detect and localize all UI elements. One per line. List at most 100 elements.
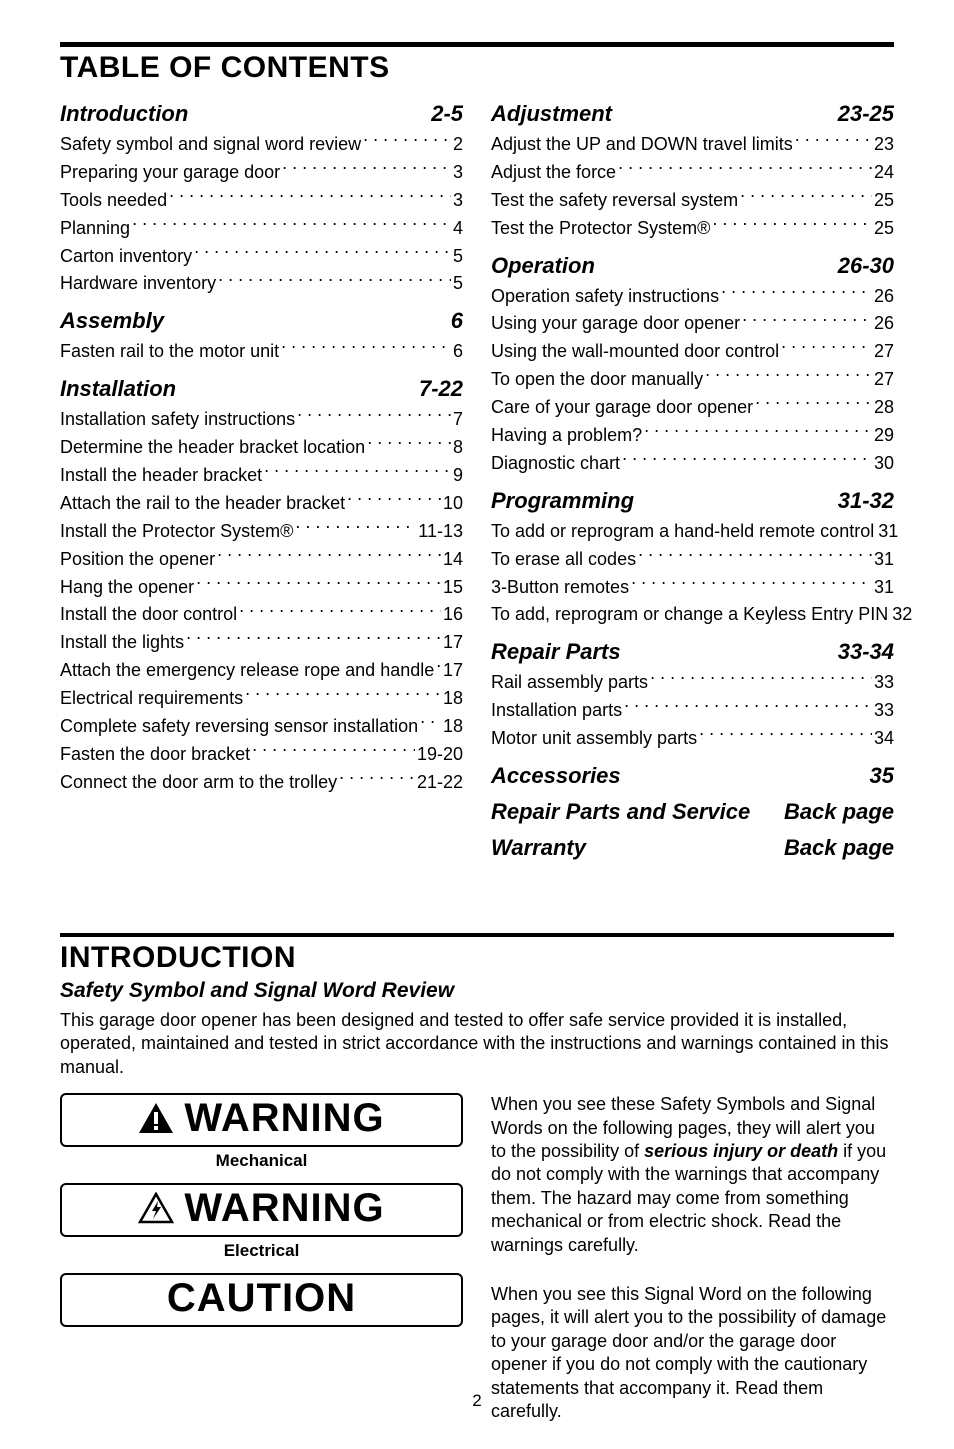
toc-item-page: 2 (453, 131, 463, 159)
toc-section-head: Assembly6 (60, 308, 463, 334)
toc-item-page: 27 (874, 366, 894, 394)
toc-dots (367, 435, 451, 453)
toc-dots (624, 698, 872, 716)
toc-row: Complete safety reversing sensor install… (60, 713, 463, 741)
toc-item-page: 31 (878, 518, 898, 546)
toc-item-label: Attach the rail to the header bracket (60, 490, 345, 518)
toc-row: Hardware inventory5 (60, 270, 463, 298)
toc-row: Fasten the door bracket19-20 (60, 741, 463, 769)
toc-item-label: 3-Button remotes (491, 574, 629, 602)
toc-row: Install the Protector System®11-13 (60, 518, 463, 546)
toc-dots (740, 188, 872, 206)
toc-dots (781, 339, 872, 357)
toc-section-name: Warranty (491, 835, 586, 861)
toc-item-label: Using the wall-mounted door control (491, 338, 779, 366)
toc-item-page: 25 (874, 187, 894, 215)
toc-dots (264, 463, 451, 481)
toc-section-name: Accessories (491, 763, 621, 789)
safety-sign-text: WARNING (184, 1187, 384, 1229)
toc-item-page: 23 (874, 131, 894, 159)
toc-dots (618, 160, 872, 178)
toc-item-page: 32 (892, 601, 912, 629)
toc-item-label: Attach the emergency release rope and ha… (60, 657, 434, 685)
toc-section-pages: Back page (784, 835, 894, 861)
toc-row: Installation safety instructions7 (60, 406, 463, 434)
toc-dots (699, 726, 872, 744)
toc-dots (631, 575, 872, 593)
toc-item-page: 16 (443, 601, 463, 629)
toc-row: Test the safety reversal system25 (491, 187, 894, 215)
toc-item-page: 10 (443, 490, 463, 518)
page-number: 2 (0, 1391, 954, 1411)
toc-row: Preparing your garage door3 (60, 159, 463, 187)
toc-item-page: 29 (874, 422, 894, 450)
toc-section-name: Installation (60, 376, 176, 402)
toc-item-label: Adjust the UP and DOWN travel limits (491, 131, 793, 159)
toc-item-label: Adjust the force (491, 159, 616, 187)
toc-item-page: 4 (453, 215, 463, 243)
toc-item-page: 11-13 (418, 518, 463, 546)
toc-row: Safety symbol and signal word review2 (60, 131, 463, 159)
toc-title: TABLE OF CONTENTS (60, 51, 894, 85)
toc-section-name: Repair Parts and Service (491, 799, 750, 825)
safety-sign: WARNING (60, 1093, 463, 1147)
toc-section-name: Repair Parts (491, 639, 621, 665)
toc-section-head: Installation7-22 (60, 376, 463, 402)
toc-dots (245, 686, 441, 704)
toc-dots (169, 188, 451, 206)
intro-lead: This garage door opener has been designe… (60, 1009, 894, 1079)
toc-dots (252, 742, 415, 760)
alert-bolt-icon (138, 1192, 174, 1224)
toc-row: Having a problem? 29 (491, 422, 894, 450)
toc-row: Diagnostic chart30 (491, 450, 894, 478)
toc-dots (795, 132, 872, 150)
safety-sign-word: CAUTION (167, 1277, 356, 1319)
toc-row: Determine the header bracket location8 (60, 434, 463, 462)
toc-section-name: Adjustment (491, 101, 612, 127)
toc-section-head: Adjustment 23-25 (491, 101, 894, 127)
toc-dots (712, 216, 872, 234)
toc-row: Using your garage door opener26 (491, 310, 894, 338)
toc-item-page: 19-20 (417, 741, 463, 769)
toc-section-head: Programming31-32 (491, 488, 894, 514)
toc-item-label: Installation safety instructions (60, 406, 295, 434)
toc-section-name: Programming (491, 488, 634, 514)
safety-sign-word: WARNING (138, 1097, 384, 1139)
toc-item-page: 34 (874, 725, 894, 753)
toc-section-pages: 33-34 (838, 639, 894, 665)
toc-row: Attach the rail to the header bracket 10 (60, 490, 463, 518)
toc-item-page: 5 (453, 270, 463, 298)
toc-row: Adjust the UP and DOWN travel limits 23 (491, 131, 894, 159)
toc-item-label: Rail assembly parts (491, 669, 648, 697)
toc-item-label: Carton inventory (60, 243, 192, 271)
toc-section-head: Accessories35 (491, 763, 894, 789)
toc-item-page: 3 (453, 159, 463, 187)
safety-sign: CAUTION (60, 1273, 463, 1327)
toc-section-pages: 23-25 (838, 101, 894, 127)
toc-item-page: 24 (874, 159, 894, 187)
toc-dots (295, 519, 416, 537)
toc-item-page: 6 (453, 338, 463, 366)
toc-item-page: 26 (874, 283, 894, 311)
toc-item-page: 14 (443, 546, 463, 574)
toc-item-label: Having a problem? (491, 422, 642, 450)
intro-emphasis: serious injury or death (644, 1141, 838, 1161)
toc-item-page: 15 (443, 574, 463, 602)
toc-row: Rail assembly parts33 (491, 669, 894, 697)
intro-paragraph: When you see these Safety Symbols and Si… (491, 1093, 894, 1257)
toc-row: 3-Button remotes31 (491, 574, 894, 602)
toc-dots (297, 407, 451, 425)
toc-item-label: Using your garage door opener (491, 310, 740, 338)
toc-dots (282, 160, 451, 178)
toc-item-label: Hang the opener (60, 574, 194, 602)
toc-row: Installation parts33 (491, 697, 894, 725)
toc-item-label: Operation safety instructions (491, 283, 719, 311)
toc-item-page: 21-22 (417, 769, 463, 797)
toc-row: Operation safety instructions 26 (491, 283, 894, 311)
toc-row: Tools needed3 (60, 187, 463, 215)
toc-row: Position the opener14 (60, 546, 463, 574)
toc-item-page: 33 (874, 697, 894, 725)
toc-right-column: Adjustment 23-25 Adjust the UP and DOWN tr… (491, 91, 894, 865)
toc-left-column: Introduction2-5Safety symbol and signal … (60, 91, 463, 865)
toc-item-page: 18 (443, 713, 463, 741)
